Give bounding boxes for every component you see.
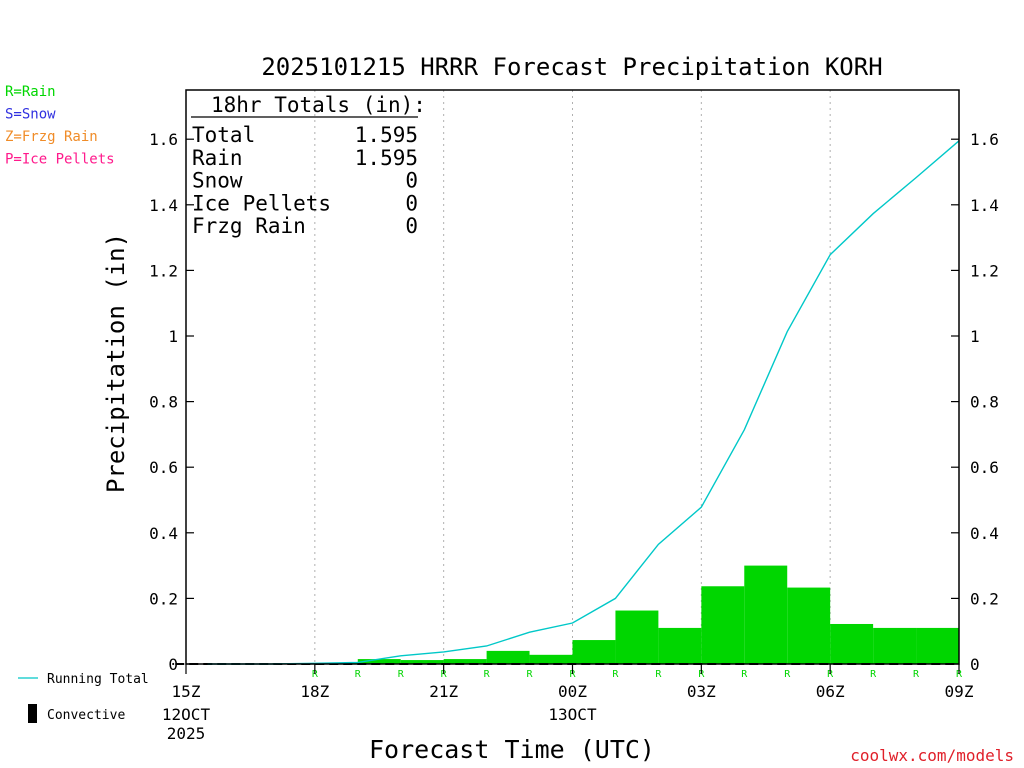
- ptype-mark: R: [398, 669, 405, 680]
- x-tick-label: 09Z: [945, 682, 974, 701]
- rain-bar: [830, 623, 874, 664]
- ptype-mark: R: [784, 669, 791, 680]
- ptype-mark: R: [913, 669, 920, 680]
- y-tick-label-left: 0: [168, 655, 178, 674]
- x-tick-date-label: 12OCT: [162, 705, 211, 724]
- x-tick-label: 15Z: [172, 682, 201, 701]
- rain-bars: [271, 565, 959, 665]
- y-tick-label-right: 0.4: [970, 524, 999, 543]
- totals-row-value: 0: [405, 214, 418, 238]
- y-axis-label: Precipitation (in): [102, 233, 130, 493]
- key-item: P=Ice Pellets: [5, 152, 115, 168]
- rain-bar: [916, 627, 959, 664]
- x-axis-label: Forecast Time (UTC): [369, 735, 655, 764]
- y-tick-label-left: 0.4: [149, 524, 178, 543]
- x-tick-label: 03Z: [687, 682, 716, 701]
- ptype-mark: R: [956, 669, 963, 680]
- totals-row-value: 1.595: [355, 146, 418, 170]
- totals-header: 18hr Totals (in):: [211, 93, 426, 117]
- legend-convective-swatch: [28, 704, 37, 723]
- y-tick-label-left: 0.6: [149, 458, 178, 477]
- rain-bar: [658, 627, 702, 664]
- y-tick-label-right: 0.8: [970, 393, 999, 412]
- ptype-mark: R: [312, 669, 319, 680]
- y-tick-label-right: 1.6: [970, 130, 999, 149]
- key-item: S=Snow: [5, 107, 56, 123]
- legend: Running Total Convective: [18, 672, 149, 723]
- y-tick-label-left: 1.2: [149, 261, 178, 280]
- y-axis-right: 0 0.2 0.4 0.6 0.8 1 1.2 1.4 1.6: [951, 130, 999, 674]
- totals-row-name: Ice Pellets: [192, 191, 331, 215]
- rain-bar: [701, 586, 745, 664]
- totals-row-name: Frzg Rain: [192, 214, 306, 238]
- y-tick-label-left: 1.6: [149, 130, 178, 149]
- ptype-mark: R: [827, 669, 834, 680]
- credit-text: coolwx.com/models: [850, 746, 1014, 765]
- y-tick-label-right: 1.4: [970, 196, 999, 215]
- y-tick-label-right: 1.2: [970, 261, 999, 280]
- key-item: Z=Frzg Rain: [5, 129, 98, 145]
- totals-row-value: 1.595: [355, 123, 418, 147]
- x-tick-label: 21Z: [429, 682, 458, 701]
- ptype-mark: R: [355, 669, 362, 680]
- ptype-mark: R: [569, 669, 576, 680]
- y-tick-label-left: 1: [168, 327, 178, 346]
- ptype-mark: R: [698, 669, 705, 680]
- chart-title: 2025101215 HRRR Forecast Precipitation K…: [261, 53, 882, 81]
- ptype-mark: R: [741, 669, 748, 680]
- y-axis-left: 0 0.2 0.4 0.6 0.8 1 1.2 1.4 1.6: [149, 130, 194, 674]
- rain-bar: [400, 660, 444, 664]
- key-item: R=Rain: [5, 84, 56, 100]
- totals-row-value: 0: [405, 169, 418, 193]
- totals-box: 18hr Totals (in): Total 1.595 Rain 1.595 Sno…: [191, 93, 426, 238]
- x-tick-label: 06Z: [816, 682, 845, 701]
- totals-row-name: Rain: [192, 146, 243, 170]
- y-tick-label-right: 0.6: [970, 458, 999, 477]
- y-tick-label-right: 0: [970, 655, 980, 674]
- ptype-mark: R: [441, 669, 448, 680]
- y-tick-label-left: 0.2: [149, 589, 178, 608]
- rain-bar: [572, 640, 616, 664]
- legend-running-total-label: Running Total: [47, 672, 149, 687]
- rain-bar: [787, 587, 831, 664]
- ptype-mark: R: [527, 669, 534, 680]
- x-tick-year-label: 2025: [167, 724, 206, 743]
- rain-bar: [443, 659, 487, 664]
- totals-row-value: 0: [405, 191, 418, 215]
- x-tick-label: 18Z: [300, 682, 329, 701]
- legend-convective-label: Convective: [47, 708, 125, 723]
- rain-bar: [486, 650, 530, 664]
- y-tick-label-left: 1.4: [149, 196, 178, 215]
- x-tick-date-label: 13OCT: [548, 705, 597, 724]
- precip-type-key: R=Rain S=Snow Z=Frzg Rain P=Ice Pellets: [5, 84, 115, 168]
- totals-row-name: Snow: [192, 169, 243, 193]
- x-tick-label: 00Z: [558, 682, 587, 701]
- rain-bar: [744, 565, 788, 664]
- y-tick-label-left: 0.8: [149, 393, 178, 412]
- totals-row-name: Total: [192, 123, 255, 147]
- ptype-mark: R: [612, 669, 619, 680]
- rain-bar: [615, 610, 659, 664]
- rain-bar: [357, 659, 401, 664]
- rain-bar: [873, 627, 917, 664]
- ptype-mark: R: [870, 669, 877, 680]
- rain-bar: [529, 654, 573, 664]
- ptype-mark: R: [484, 669, 491, 680]
- ptype-mark: R: [655, 669, 662, 680]
- y-tick-label-right: 1: [970, 327, 980, 346]
- y-tick-label-right: 0.2: [970, 589, 999, 608]
